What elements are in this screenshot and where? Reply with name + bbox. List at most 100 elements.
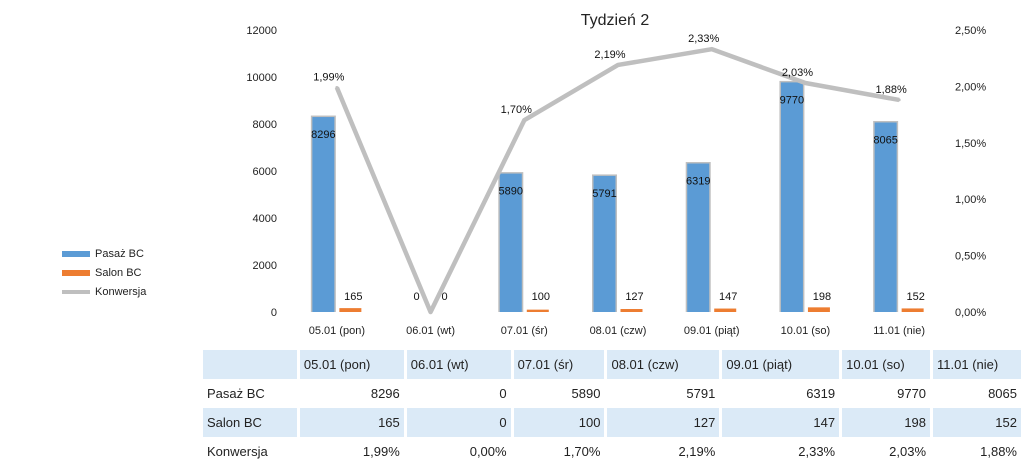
- x-axis-tick-label: 06.01 (wt): [406, 325, 455, 337]
- legend-item-salon: Salon BC: [62, 263, 146, 282]
- y2-axis-tick-label: 1,50%: [955, 138, 986, 150]
- line-point-konwersja: [429, 310, 433, 314]
- data-label-pasaz: 5890: [499, 186, 523, 198]
- bar-salon: [526, 309, 549, 312]
- table-cell: 2,19%: [605, 437, 723, 466]
- data-label-salon: 127: [625, 291, 643, 303]
- table-header-row: 05.01 (pon) 06.01 (wt) 07.01 (śr) 08.01 …: [203, 350, 1024, 379]
- data-label-konwersja: 2,19%: [594, 49, 625, 61]
- legend-item-konwersja: Konwersja: [62, 282, 146, 301]
- axes-layer: 0200040006000800010000120000,00%0,50%1,0…: [246, 25, 986, 337]
- line-layer: [334, 46, 901, 315]
- table-cell: 8065: [931, 379, 1024, 408]
- table-header-cell: 09.01 (piąt): [720, 350, 843, 379]
- bar-salon: [807, 307, 830, 312]
- table-row: Pasaż BC 8296 0 5890 5791 6319 9770 8065: [203, 379, 1024, 408]
- data-label-pasaz: 5791: [592, 188, 616, 200]
- data-label-salon: 100: [532, 291, 550, 303]
- combo-chart: Tydzień 2 0200040006000800010000120000,0…: [246, 12, 986, 337]
- table-cell: 0: [405, 408, 514, 437]
- y-axis-tick-label: 10000: [246, 72, 277, 84]
- x-axis-tick-label: 09.01 (piąt): [684, 325, 740, 337]
- table-cell: 198: [840, 408, 934, 437]
- table-cell: 1,99%: [298, 437, 407, 466]
- data-table: 05.01 (pon) 06.01 (wt) 07.01 (śr) 08.01 …: [203, 350, 1024, 466]
- bar-salon: [620, 309, 643, 312]
- table-cell: 152: [931, 408, 1024, 437]
- legend: Pasaż BC Salon BC Konwersja: [62, 244, 146, 301]
- table-row-label: Pasaż BC: [203, 379, 300, 408]
- data-label-salon: 198: [813, 291, 831, 303]
- data-label-konwersja: 2,03%: [782, 67, 813, 79]
- y2-axis-tick-label: 0,00%: [955, 307, 986, 319]
- table-cell: 2,03%: [840, 437, 934, 466]
- table-cell: 0,00%: [405, 437, 514, 466]
- y-axis-tick-label: 4000: [253, 213, 277, 225]
- table-row: Konwersja 1,99% 0,00% 1,70% 2,19% 2,33% …: [203, 437, 1024, 466]
- data-label-konwersja: 2,33%: [688, 33, 719, 45]
- x-axis-tick-label: 05.01 (pon): [309, 325, 365, 337]
- bar-salon: [339, 308, 362, 312]
- y-axis-tick-label: 0: [271, 307, 277, 319]
- y-axis-tick-label: 8000: [253, 119, 277, 131]
- table-cell: 5791: [605, 379, 723, 408]
- y2-axis-tick-label: 2,50%: [955, 25, 986, 37]
- y2-axis-tick-label: 2,00%: [955, 81, 986, 93]
- bar-pasaz: [687, 163, 710, 312]
- table-cell: 127: [605, 408, 723, 437]
- data-label-pasaz: 0: [414, 291, 420, 303]
- table-cell: 0: [405, 379, 514, 408]
- bar-layer: [310, 80, 924, 312]
- data-label-konwersja: 1,88%: [876, 84, 907, 96]
- data-label-layer: 8296 165 0 0 5890 100 5791 127 6319 147 9770 198 806…: [311, 33, 925, 303]
- table-cell: 1,70%: [512, 437, 608, 466]
- bar-pasaz: [312, 117, 335, 312]
- table-row-label: Salon BC: [203, 408, 300, 437]
- table-cell: 147: [720, 408, 843, 437]
- line-point-konwersja: [710, 47, 714, 51]
- line-point-konwersja: [522, 118, 526, 122]
- y-axis-tick-label: 6000: [253, 166, 277, 178]
- data-label-pasaz: 8296: [311, 129, 335, 141]
- table-cell: 1,88%: [931, 437, 1024, 466]
- line-point-konwersja: [897, 98, 901, 102]
- table-cell: 100: [512, 408, 608, 437]
- x-axis-tick-label: 08.01 (czw): [590, 325, 647, 337]
- legend-swatch-salon: [62, 269, 90, 276]
- table-cell: 9770: [840, 379, 934, 408]
- legend-swatch-pasaz: [62, 250, 90, 257]
- y-axis-tick-label: 2000: [253, 260, 277, 272]
- line-konwersja: [334, 46, 900, 315]
- legend-label-salon: Salon BC: [95, 266, 142, 279]
- table-cell: 165: [298, 408, 407, 437]
- table-header-cell: 10.01 (so): [840, 350, 934, 379]
- table-cell: 6319: [720, 379, 843, 408]
- x-axis-tick-label: 10.01 (so): [781, 325, 831, 337]
- table-header-cell: 07.01 (śr): [512, 350, 608, 379]
- y-axis-tick-label: 12000: [246, 25, 277, 37]
- table-header-cell: 06.01 (wt): [405, 350, 514, 379]
- table-header-cell: 11.01 (nie): [931, 350, 1024, 379]
- table-row: Salon BC 165 0 100 127 147 198 152: [203, 408, 1024, 437]
- y2-axis-tick-label: 0,50%: [955, 251, 986, 263]
- table-header-cell: 08.01 (czw): [605, 350, 723, 379]
- table-cell: 2,33%: [720, 437, 843, 466]
- table-cell: 5890: [512, 379, 608, 408]
- data-label-salon: 165: [344, 291, 362, 303]
- line-point-konwersja: [803, 81, 807, 85]
- chart-title: Tydzień 2: [581, 12, 650, 29]
- legend-label-pasaz: Pasaż BC: [95, 247, 144, 260]
- bar-pasaz: [780, 82, 803, 312]
- legend-label-konwersja: Konwersja: [95, 285, 147, 298]
- table-corner-cell: [203, 350, 300, 379]
- data-label-salon: 152: [906, 291, 924, 303]
- bar-pasaz: [499, 173, 522, 312]
- bar-salon: [901, 308, 924, 312]
- legend-swatch-konwersja: [62, 289, 90, 294]
- table-cell: 8296: [298, 379, 407, 408]
- data-label-konwersja: 1,70%: [501, 104, 532, 116]
- data-label-konwersja: 1,99%: [313, 72, 344, 84]
- data-label-salon: 0: [442, 291, 448, 303]
- data-label-pasaz: 9770: [780, 94, 804, 106]
- bar-salon: [714, 308, 737, 312]
